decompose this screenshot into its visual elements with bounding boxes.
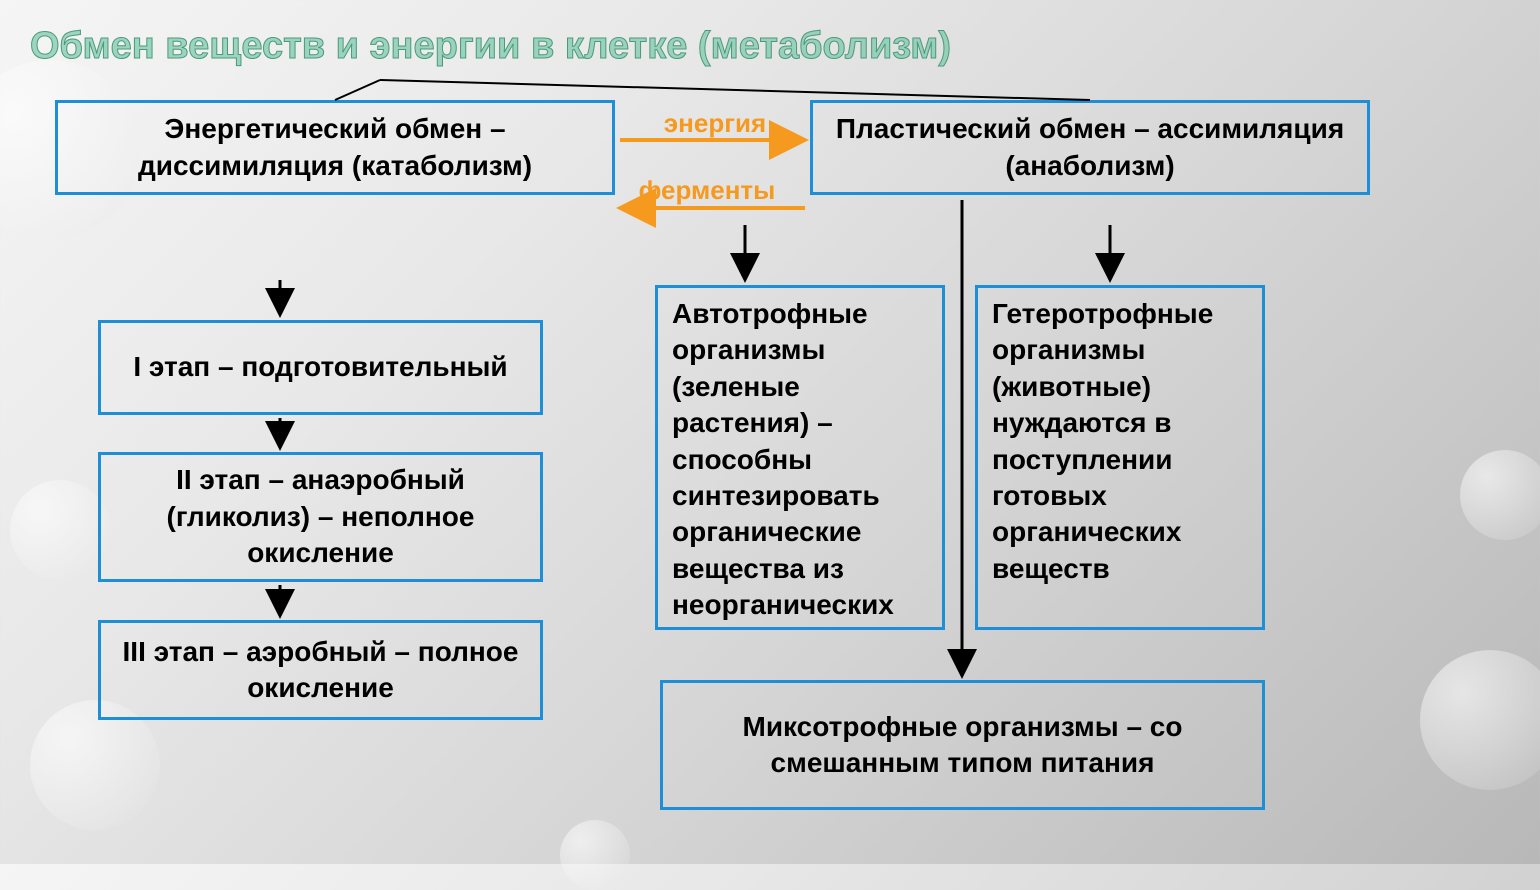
- box-catabolism: Энергетический обмен – диссимиляция (кат…: [55, 100, 615, 195]
- box-heterotroph: Гетеротрофные организмы (животные) нужда…: [975, 285, 1265, 630]
- bg-bubble: [10, 480, 110, 580]
- box-anabolism: Пластический обмен – ассимиляция (анабол…: [810, 100, 1370, 195]
- box-autotroph: Автотрофные организмы (зеленые растения)…: [655, 285, 945, 630]
- bg-bubble: [1460, 450, 1540, 540]
- box-stage3: III этап – аэробный – полное окисление: [98, 620, 543, 720]
- box-stage2: II этап – анаэробный (гликолиз) – неполн…: [98, 452, 543, 582]
- box-stage1: I этап – подготовительный: [98, 320, 543, 415]
- diagram-title: Обмен веществ и энергии в клетке (метабо…: [30, 25, 1230, 68]
- bg-bubble: [1420, 650, 1540, 790]
- bg-bubble: [560, 820, 630, 890]
- label-ferments: ферменты: [607, 175, 807, 206]
- box-mixotroph: Миксотрофные организмы – со смешанным ти…: [660, 680, 1265, 810]
- label-energy: энергия: [630, 108, 800, 139]
